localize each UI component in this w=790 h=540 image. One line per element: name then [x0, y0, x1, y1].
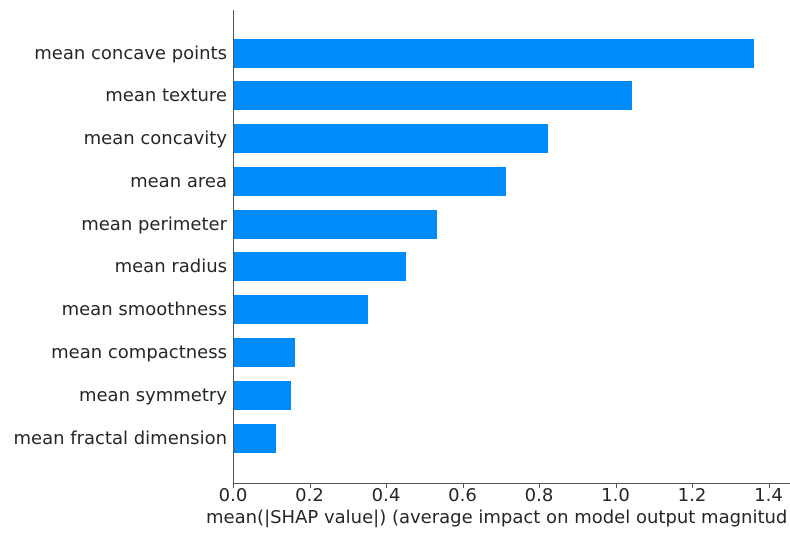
y-tick-label: mean concave points: [34, 42, 227, 64]
bar: [234, 38, 755, 68]
bar: [234, 295, 368, 325]
bar: [234, 124, 548, 154]
bar: [234, 423, 277, 453]
x-tick-label: 1.2: [677, 485, 707, 506]
bar: [234, 209, 437, 239]
x-tick-label: 1.4: [754, 485, 783, 506]
x-tick-label: 0.6: [448, 485, 477, 506]
bar: [234, 166, 506, 196]
x-tick-label: 0.0: [218, 485, 248, 506]
x-tick-mark: [462, 484, 464, 488]
y-axis-spine: [233, 10, 234, 484]
y-tick-label: mean perimeter: [81, 213, 227, 235]
y-tick-label: mean smoothness: [61, 299, 227, 321]
y-tick-label: mean radius: [114, 256, 227, 278]
y-tick-label: mean area: [130, 170, 227, 192]
bar: [234, 81, 632, 111]
x-tick-mark: [692, 484, 693, 488]
y-tick-label: mean compactness: [51, 341, 227, 363]
bar: [234, 380, 292, 410]
x-tick-mark: [386, 484, 387, 488]
x-tick-mark: [615, 484, 617, 488]
y-tick-label: mean texture: [105, 85, 227, 107]
x-tick-label: 0.4: [371, 485, 401, 506]
y-tick-label: mean fractal dimension: [13, 427, 228, 449]
y-tick-label: mean concavity: [83, 128, 227, 150]
x-tick-label: 0.8: [524, 485, 554, 506]
x-tick-label: 0.2: [295, 485, 324, 506]
x-tick-mark: [539, 484, 540, 488]
x-tick-mark: [309, 484, 311, 488]
x-tick-label: 1.0: [601, 485, 630, 506]
x-axis-spine: [233, 483, 790, 484]
x-tick-mark: [768, 484, 770, 488]
bar: [234, 252, 407, 282]
bar: [234, 337, 296, 367]
x-tick-mark: [233, 484, 234, 488]
y-tick-label: mean symmetry: [78, 384, 227, 406]
x-axis-title: mean(|SHAP value|) (average impact on mo…: [206, 507, 788, 528]
